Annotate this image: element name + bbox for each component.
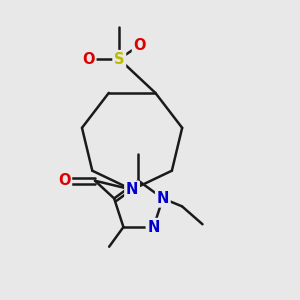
Text: S: S — [114, 52, 124, 67]
Text: N: N — [147, 220, 160, 235]
Text: O: O — [82, 52, 95, 67]
Text: N: N — [157, 191, 169, 206]
Text: N: N — [126, 182, 138, 197]
Text: O: O — [58, 173, 70, 188]
Text: O: O — [134, 38, 146, 52]
